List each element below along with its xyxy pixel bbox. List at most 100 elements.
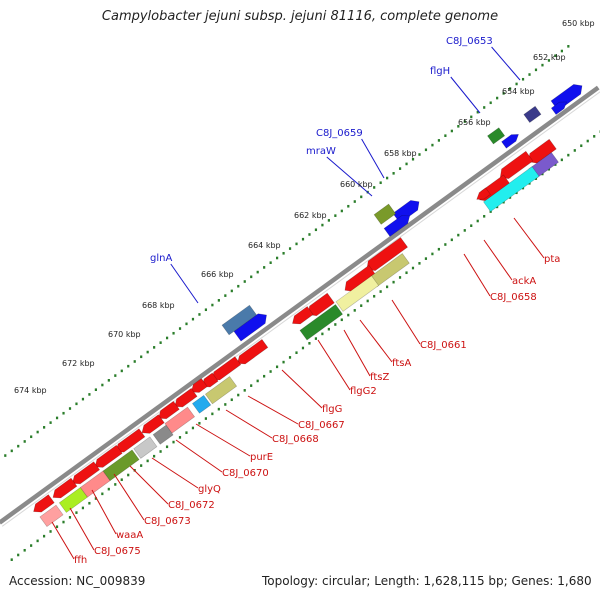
forward-gene — [221, 304, 257, 336]
outer-tick-dots — [211, 303, 214, 307]
outer-tick-dots — [314, 228, 318, 232]
forward-gene — [383, 215, 411, 237]
inner-tick-dots — [386, 285, 389, 289]
label-leader-line — [69, 507, 95, 551]
outer-tick-dots — [172, 331, 175, 335]
outer-tick-dots — [243, 280, 246, 283]
label-leader-line — [51, 521, 75, 560]
label-leader-line — [170, 263, 199, 304]
reverse-gene — [299, 304, 343, 341]
inner-tick-dots — [463, 229, 466, 232]
forward-gene — [487, 127, 506, 145]
outer-tick-dots — [554, 54, 557, 58]
outer-tick-dots — [398, 167, 402, 170]
label-leader-line — [113, 473, 145, 521]
reverse-gene-label: C8J_0661 — [420, 340, 467, 351]
inner-tick-dots — [373, 294, 376, 298]
inner-tick-dots — [49, 530, 52, 533]
label-leader-line — [195, 423, 251, 457]
inner-tick-dots — [450, 238, 453, 242]
label-leader-line — [326, 156, 373, 197]
outer-tick-dots — [36, 430, 39, 434]
inner-tick-dots — [340, 318, 343, 322]
inner-tick-dots — [496, 205, 499, 209]
outer-tick-dots — [165, 336, 169, 340]
inner-tick-dots — [580, 144, 583, 148]
scale-tick-label: 656 kbp — [458, 118, 491, 127]
label-leader-line — [129, 465, 169, 505]
inner-tick-dots — [81, 506, 85, 510]
outer-tick-dots — [463, 120, 466, 123]
outer-tick-dots — [256, 270, 259, 274]
label-leader-line — [513, 217, 545, 259]
reverse-gene — [483, 166, 540, 213]
forward-gene — [501, 134, 519, 149]
reverse-gene — [528, 152, 559, 180]
outer-tick-dots — [62, 411, 65, 415]
label-leader-line — [463, 253, 491, 297]
outer-tick-dots — [263, 266, 266, 269]
inner-tick-dots — [140, 464, 143, 467]
inner-tick-dots — [353, 309, 356, 312]
inner-tick-dots — [224, 403, 227, 406]
inner-tick-dots — [424, 257, 428, 260]
outer-tick-dots — [224, 294, 227, 297]
inner-tick-dots — [172, 440, 175, 444]
inner-tick-dots — [256, 379, 259, 383]
inner-tick-dots — [23, 548, 26, 552]
label-leader-line — [450, 76, 481, 114]
label-leader-line — [343, 329, 371, 377]
reverse-gene — [52, 477, 78, 499]
inner-tick-dots — [55, 525, 59, 529]
outer-tick-dots — [191, 317, 195, 321]
inner-tick-dots — [288, 356, 292, 359]
reverse-gene — [191, 378, 208, 393]
reverse-gene-label: ftsA — [392, 358, 411, 369]
forward-gene-label: mraW — [306, 146, 336, 157]
inner-tick-dots — [379, 290, 382, 293]
outer-tick-dots — [489, 101, 492, 105]
inner-tick-dots — [230, 398, 233, 402]
inner-tick-dots — [405, 271, 408, 275]
outer-tick-dots — [301, 237, 305, 241]
inner-tick-dots — [88, 501, 91, 505]
inner-tick-dots — [159, 450, 162, 453]
scale-tick-label: 654 kbp — [502, 87, 535, 96]
outer-tick-dots — [411, 157, 415, 161]
scale-tick-label: 664 kbp — [248, 241, 281, 250]
inner-tick-dots — [347, 313, 350, 317]
inner-tick-dots — [392, 280, 395, 284]
inner-tick-dots — [263, 374, 266, 378]
reverse-gene — [528, 138, 557, 164]
outer-tick-dots — [450, 129, 453, 133]
outer-tick-dots — [444, 134, 447, 137]
inner-tick-dots — [178, 436, 182, 439]
outer-tick-dots — [282, 251, 285, 255]
inner-tick-dots — [269, 370, 272, 373]
label-leader-line — [175, 439, 223, 473]
outer-tick-dots — [347, 204, 350, 208]
scale-tick-label: 672 kbp — [62, 359, 95, 368]
inner-tick-dots — [68, 516, 72, 519]
reverse-gene-label: C8J_0673 — [144, 516, 191, 527]
outer-tick-dots — [515, 82, 518, 86]
inner-tick-dots — [411, 266, 415, 270]
scale-tick-label: 652 kbp — [533, 53, 566, 62]
inner-tick-dots — [250, 384, 253, 387]
scale-tick-label: 666 kbp — [201, 270, 234, 279]
outer-tick-dots — [49, 421, 52, 424]
scale-tick-label: 668 kbp — [142, 301, 175, 310]
outer-tick-dots — [327, 219, 330, 222]
reverse-gene — [292, 306, 314, 325]
outer-tick-dots — [360, 195, 363, 199]
outer-tick-dots — [217, 299, 220, 302]
outer-tick-dots — [321, 223, 324, 227]
reverse-gene-label: ffh — [74, 555, 87, 566]
outer-tick-dots — [392, 172, 395, 175]
label-leader-line — [247, 395, 299, 425]
inner-tick-dots — [508, 196, 512, 199]
reverse-gene-label: pta — [544, 254, 560, 265]
inner-tick-dots — [560, 158, 563, 162]
reverse-gene-label: C8J_0672 — [168, 500, 215, 511]
reverse-gene — [58, 487, 88, 513]
